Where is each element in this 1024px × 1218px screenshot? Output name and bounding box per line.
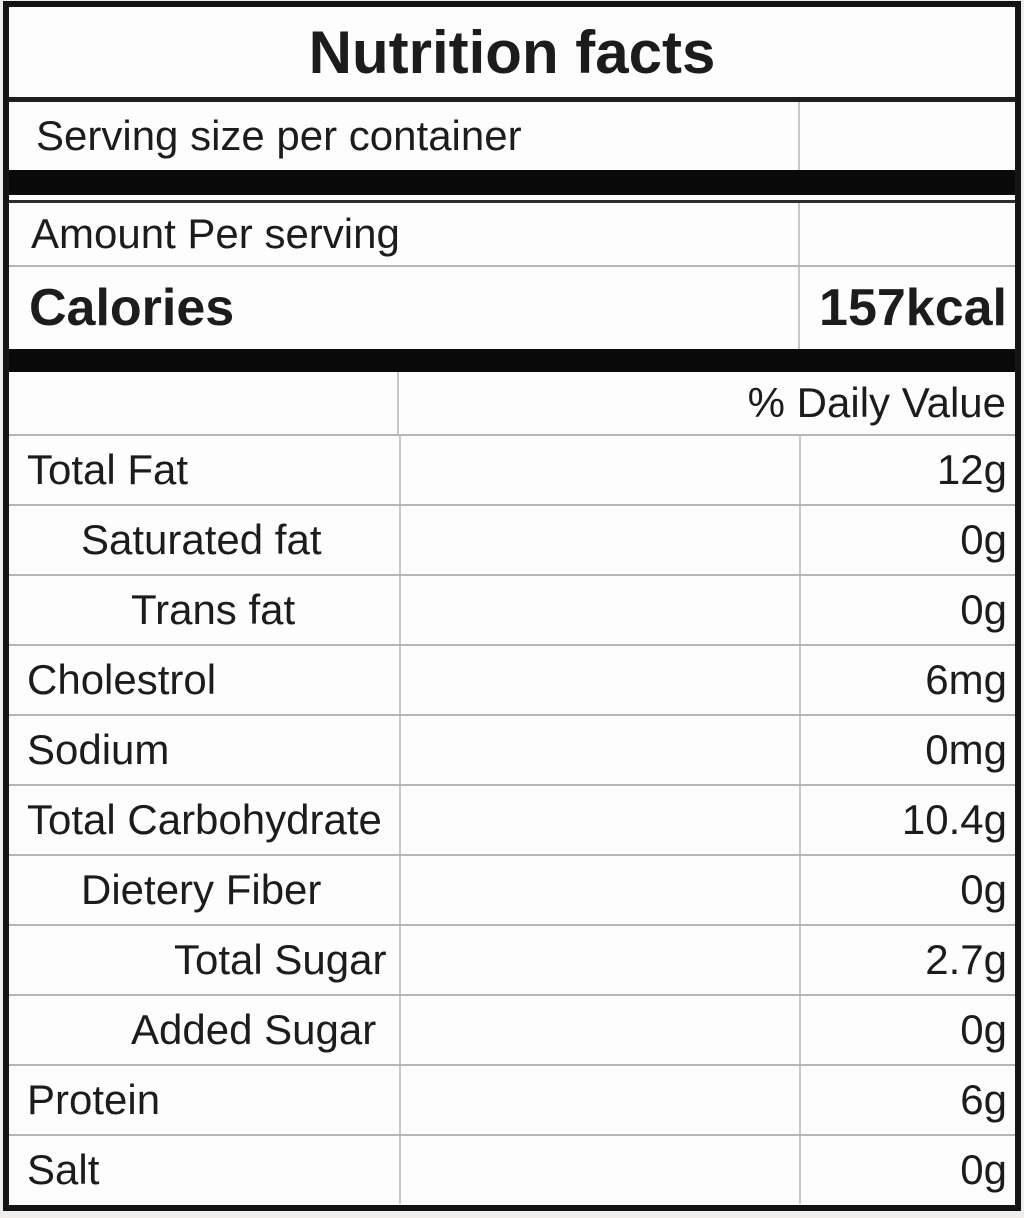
nutrient-label: Sodium: [27, 726, 170, 773]
nutrient-value: 0mg: [799, 716, 1015, 784]
thick-separator-bar-top: [9, 170, 1015, 195]
nutrient-value: 0g: [799, 996, 1015, 1064]
separator-gap: [9, 195, 1015, 200]
amount-per-serving-label: Amount Per serving: [31, 210, 400, 257]
nutrient-row: Saturated fat 0g: [9, 504, 1015, 574]
daily-value-header-row: % Daily Value: [9, 372, 1015, 434]
nutrient-middle-cell: [399, 506, 799, 574]
calories-value: 157kcal: [798, 267, 1015, 349]
calories-label: Calories: [29, 279, 235, 337]
nutrient-value: 0g: [799, 1136, 1015, 1204]
nutrient-label: Total Fat: [27, 446, 189, 493]
nutrient-value: 6mg: [799, 646, 1015, 714]
nutrient-row: Cholestrol 6mg: [9, 644, 1015, 714]
amount-per-serving-value-cell: [798, 203, 1015, 265]
nutrient-label: Total Carbohydrate: [27, 796, 382, 843]
nutrient-middle-cell: [399, 786, 799, 854]
nutrient-middle-cell: [399, 926, 799, 994]
nutrient-middle-cell: [399, 646, 799, 714]
nutrient-label: Total Sugar: [174, 936, 387, 983]
nutrient-middle-cell: [399, 996, 799, 1064]
daily-value-header: % Daily Value: [747, 379, 1006, 426]
nutrient-label: Saturated fat: [81, 516, 322, 563]
nutrient-label: Trans fat: [131, 586, 296, 633]
nutrient-label: Cholestrol: [27, 656, 217, 703]
nutrient-row: Trans fat 0g: [9, 574, 1015, 644]
nutrient-value: 2.7g: [799, 926, 1015, 994]
thick-separator-bar-middle: [9, 349, 1015, 372]
nutrient-row: Total Carbohydrate 10.4g: [9, 784, 1015, 854]
serving-size-row: Serving size per container: [9, 102, 1015, 170]
nutrient-middle-cell: [399, 576, 799, 644]
nutrient-label: Salt: [27, 1146, 100, 1193]
nutrient-table: Total Fat 12g Saturated fat 0g Trans fat…: [9, 434, 1015, 1204]
thin-separator-bar: [9, 200, 1015, 203]
nutrient-row: Salt 0g: [9, 1134, 1015, 1204]
nutrient-row: Added Sugar 0g: [9, 994, 1015, 1064]
nutrient-row: Sodium 0mg: [9, 714, 1015, 784]
nutrient-label: Added Sugar: [131, 1006, 377, 1053]
serving-size-value-cell: [798, 102, 1015, 170]
nutrient-middle-cell: [399, 436, 799, 504]
nutrient-label: Dietery Fiber: [81, 866, 322, 913]
nutrient-row: Dietery Fiber 0g: [9, 854, 1015, 924]
nutrient-middle-cell: [399, 1066, 799, 1134]
amount-per-serving-row: Amount Per serving: [9, 203, 1015, 265]
nutrient-middle-cell: [399, 1136, 799, 1204]
nutrient-row: Total Sugar 2.7g: [9, 924, 1015, 994]
nutrient-value: 12g: [799, 436, 1015, 504]
nutrient-label: Protein: [27, 1076, 161, 1123]
calories-row: Calories 157kcal: [9, 265, 1015, 349]
nutrient-value: 0g: [799, 856, 1015, 924]
nutrient-value: 6g: [799, 1066, 1015, 1134]
nutrient-row: Protein 6g: [9, 1064, 1015, 1134]
nutrient-middle-cell: [399, 856, 799, 924]
nutrient-value: 0g: [799, 506, 1015, 574]
nutrient-value: 10.4g: [799, 786, 1015, 854]
daily-value-empty-cell: [9, 372, 399, 434]
serving-size-label: Serving size per container: [36, 112, 522, 159]
nutrient-row: Total Fat 12g: [9, 434, 1015, 504]
nutrient-value: 0g: [799, 576, 1015, 644]
label-title: Nutrition facts: [9, 7, 1015, 102]
nutrient-middle-cell: [399, 716, 799, 784]
nutrition-facts-label: Nutrition facts Serving size per contain…: [3, 1, 1021, 1211]
